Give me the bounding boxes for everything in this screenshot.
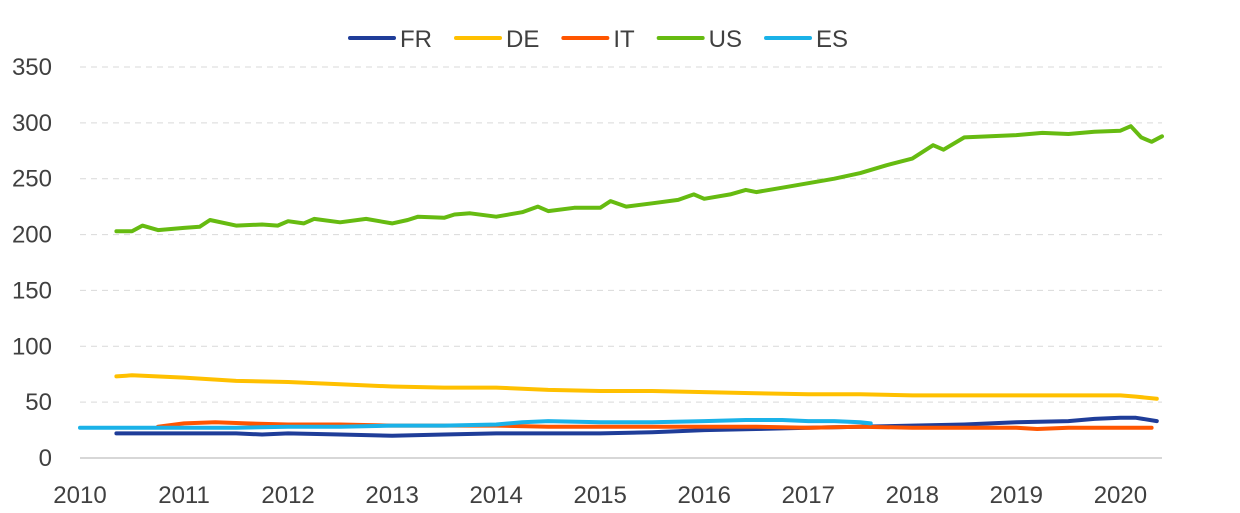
legend-item-de: DE bbox=[454, 26, 539, 53]
legend-label: US bbox=[709, 26, 742, 53]
y-tick-label: 350 bbox=[12, 54, 52, 81]
legend-label: FR bbox=[400, 26, 432, 53]
series-lines bbox=[78, 124, 1164, 438]
x-tick-label: 2011 bbox=[158, 482, 210, 509]
series-line-de bbox=[114, 373, 1159, 401]
y-tick-label: 150 bbox=[12, 277, 52, 304]
legend-label: IT bbox=[613, 26, 635, 53]
x-tick-label: 2015 bbox=[573, 482, 626, 509]
x-tick-label: 2020 bbox=[1094, 482, 1147, 509]
x-tick-label: 2013 bbox=[365, 482, 418, 509]
legend-item-es: ES bbox=[764, 26, 848, 53]
y-tick-label: 0 bbox=[39, 445, 52, 472]
y-tick-label: 200 bbox=[12, 222, 52, 249]
x-tick-label: 2017 bbox=[782, 482, 835, 509]
legend-item-us: US bbox=[656, 26, 742, 53]
x-tick-label: 2019 bbox=[990, 482, 1043, 509]
axes: 0 50 100 150 200 250 300 350 2010 2011 2012 2013 201… bbox=[12, 54, 1162, 509]
y-tick-label: 300 bbox=[12, 110, 52, 137]
x-tick-label: 2014 bbox=[469, 482, 522, 509]
series-line-fr bbox=[114, 415, 1159, 438]
legend-item-it: IT bbox=[561, 26, 635, 53]
y-tick-label: 250 bbox=[12, 166, 52, 193]
gridlines bbox=[80, 66, 1162, 403]
x-tick-label: 2012 bbox=[261, 482, 314, 509]
legend-label: DE bbox=[506, 26, 539, 53]
legend-label: ES bbox=[816, 26, 848, 53]
series-line-it bbox=[156, 420, 1154, 431]
legend: FR DE IT US ES bbox=[348, 26, 848, 53]
x-tick-label: 2016 bbox=[678, 482, 731, 509]
y-tick-label: 100 bbox=[12, 333, 52, 360]
x-tick-label: 2018 bbox=[886, 482, 939, 509]
x-tick-label: 2010 bbox=[53, 482, 106, 509]
series-line-es bbox=[78, 418, 873, 430]
series-line-us bbox=[114, 124, 1164, 234]
y-tick-label: 50 bbox=[25, 389, 52, 416]
legend-item-fr: FR bbox=[348, 26, 432, 53]
